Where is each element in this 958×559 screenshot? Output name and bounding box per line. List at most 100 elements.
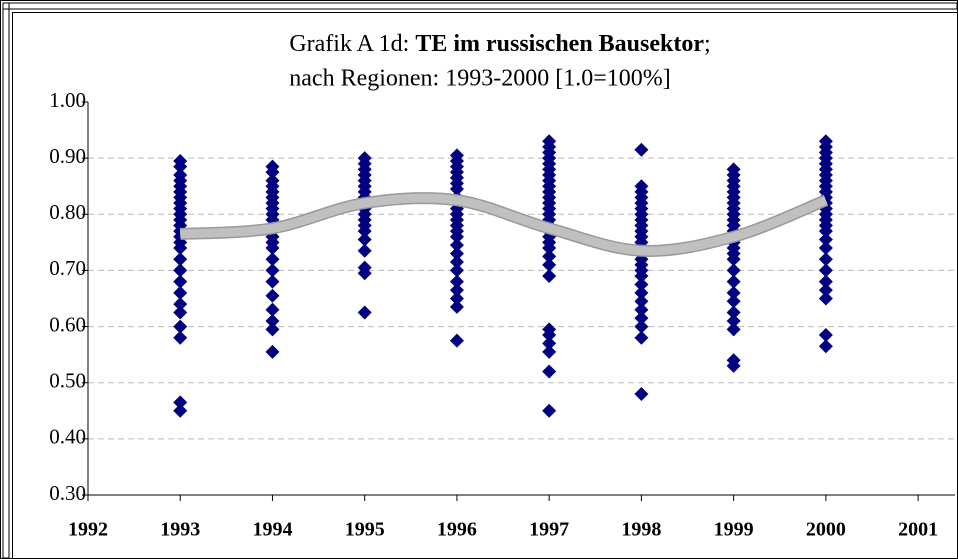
scatter-point (449, 333, 464, 348)
scatter-point (726, 263, 741, 278)
scatter-point (818, 232, 833, 247)
x-tick-label: 1998 (621, 519, 661, 541)
y-tick-label: 0.40 (49, 425, 86, 449)
scatter-point (173, 319, 188, 334)
scatter-point (542, 249, 557, 264)
scatter-point (634, 319, 649, 334)
left-strip (2, 2, 10, 559)
scatter-point (542, 269, 557, 284)
scatter-point (542, 327, 557, 342)
scatter-point (542, 336, 557, 351)
scatter-point (818, 339, 833, 354)
scatter-point (173, 263, 188, 278)
scatter-point (542, 364, 557, 379)
scatter-point (357, 305, 372, 320)
scatter-point (818, 263, 833, 278)
scatter-point (449, 182, 464, 197)
scatter-point (357, 232, 372, 247)
scatter-point (265, 322, 280, 337)
scatter-point (357, 266, 372, 281)
scatter-point (726, 294, 741, 309)
scatter-point (265, 252, 280, 267)
scatter-point (818, 291, 833, 306)
y-tick-label: 0.50 (49, 369, 86, 393)
scatter-point (634, 386, 649, 401)
scatter-point (542, 403, 557, 418)
x-tick-label: 2001 (898, 519, 938, 541)
scatter-point (634, 311, 649, 326)
scatter-point (449, 263, 464, 278)
x-tick-label: 1997 (529, 519, 569, 541)
scatter-point (449, 229, 464, 244)
scatter-point (726, 274, 741, 289)
scatter-point (818, 283, 833, 298)
scatter-point (726, 252, 741, 267)
scatter-point (818, 327, 833, 342)
x-tick-label: 1992 (68, 519, 108, 541)
scatter-point (357, 243, 372, 258)
scatter-point (449, 299, 464, 314)
scatter-point (265, 240, 280, 255)
scatter-point (265, 313, 280, 328)
scatter-point (634, 285, 649, 300)
scatter-point (173, 240, 188, 255)
scatter-point (634, 330, 649, 345)
scatter-point (726, 358, 741, 373)
scatter-point (634, 294, 649, 309)
scatter-point (542, 240, 557, 255)
scatter-point (726, 305, 741, 320)
scatter-point (634, 269, 649, 284)
scatter-point (726, 322, 741, 337)
scatter-point (173, 274, 188, 289)
y-tick-label: 0.60 (49, 312, 86, 336)
scatter-point (726, 285, 741, 300)
scatter-point (449, 274, 464, 289)
x-tick-label: 1995 (345, 519, 385, 541)
x-tick-label: 1994 (252, 519, 292, 541)
chart-frame (12, 12, 958, 559)
scatter-point (265, 302, 280, 317)
scatter-point (449, 238, 464, 253)
scatter-point (173, 252, 188, 267)
scatter-point (449, 255, 464, 270)
scatter-point (173, 305, 188, 320)
x-tick-label: 2000 (806, 519, 846, 541)
chart-title: Grafik A 1d: TE im russischen Bausektor; (289, 31, 710, 57)
trend-line (179, 193, 828, 256)
scatter-point (818, 252, 833, 267)
scatter-point (634, 277, 649, 292)
scatter-point (542, 344, 557, 359)
x-tick-label: 1996 (437, 519, 477, 541)
scatter-point (173, 159, 188, 174)
scatter-point (449, 283, 464, 298)
scatter-point (726, 313, 741, 328)
y-tick-label: 1.00 (49, 88, 86, 112)
scatter-point (449, 246, 464, 261)
y-tick-label: 0.70 (49, 256, 86, 280)
title-text: Grafik A 1d: (289, 31, 409, 57)
scatter-point (173, 285, 188, 300)
scatter-point (173, 330, 188, 345)
y-tick-label: 0.30 (49, 481, 86, 505)
scatter-point (634, 302, 649, 317)
scatter-point (818, 274, 833, 289)
scatter-point (265, 288, 280, 303)
scatter-point (542, 257, 557, 272)
scatter-point (357, 224, 372, 239)
title-end: ; (704, 31, 711, 57)
y-tick-label: 0.80 (49, 200, 86, 224)
scatter-point (265, 274, 280, 289)
scatter-point (265, 165, 280, 180)
scatter-point (173, 297, 188, 312)
y-tick-label: 0.90 (49, 144, 86, 168)
x-tick-label: 1999 (714, 519, 754, 541)
x-tick-label: 1993 (160, 519, 200, 541)
chart-subtitle: nach Regionen: 1993-2000 [1.0=100%] (289, 66, 670, 92)
scatter-point (634, 142, 649, 157)
scatter-point (818, 224, 833, 239)
scatter-point (449, 291, 464, 306)
scatter-point (265, 263, 280, 278)
scatter-point (173, 395, 188, 410)
